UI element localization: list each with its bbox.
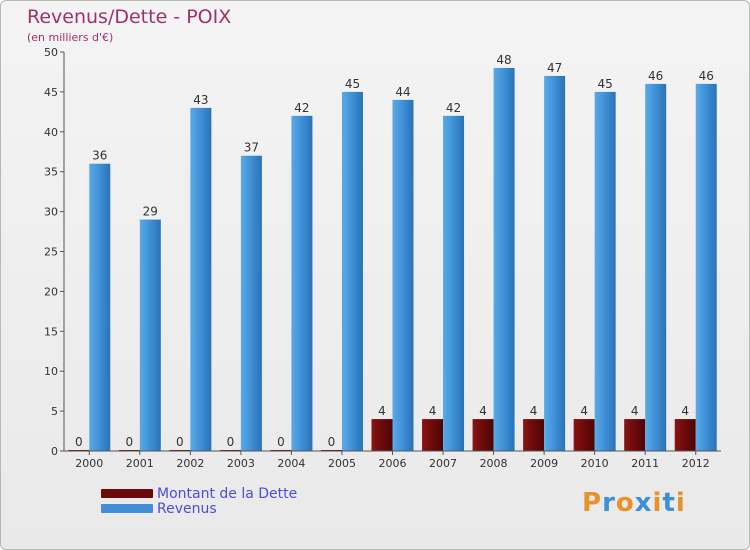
- logo-letter: t: [662, 488, 676, 518]
- proxiti-logo: Proxiti: [582, 488, 686, 518]
- bar-revenus: [139, 219, 161, 451]
- data-label-revenus: 45: [598, 77, 613, 91]
- data-label-revenus: 48: [496, 53, 511, 67]
- bar-revenus: [695, 83, 717, 452]
- y-tick-label: 25: [44, 246, 58, 259]
- x-tick-label: 2009: [530, 457, 558, 470]
- y-tick-label: 50: [44, 46, 58, 59]
- data-label-revenus: 43: [193, 93, 208, 107]
- data-label-revenus: 36: [92, 149, 107, 163]
- bar-revenus: [392, 99, 414, 451]
- bar-dette: [472, 419, 494, 451]
- data-label-revenus: 29: [143, 205, 158, 219]
- data-label-dette: 4: [429, 404, 437, 418]
- logo-letter: o: [615, 488, 635, 518]
- logo-letter: i: [675, 488, 686, 518]
- data-label-dette: 4: [580, 404, 588, 418]
- bar-dette: [573, 419, 595, 451]
- bar-revenus: [645, 83, 667, 452]
- y-tick-label: 0: [51, 445, 58, 458]
- bar-dette: [523, 419, 545, 451]
- legend-label-dette: Montant de la Dette: [157, 486, 298, 502]
- legend-swatch-dette: [101, 489, 153, 498]
- data-label-dette: 0: [176, 435, 184, 449]
- y-tick-label: 30: [44, 206, 58, 219]
- y-tick-label: 35: [44, 166, 58, 179]
- y-tick-label: 10: [44, 365, 58, 378]
- data-label-dette: 0: [277, 435, 285, 449]
- bar-revenus: [89, 163, 111, 451]
- bar-revenus: [443, 115, 465, 451]
- bar-dette: [371, 419, 393, 451]
- bar-revenus: [190, 107, 212, 452]
- x-tick-label: 2004: [277, 457, 305, 470]
- y-tick-label: 20: [44, 285, 58, 298]
- data-label-revenus: 46: [699, 69, 714, 83]
- bar-revenus: [594, 91, 616, 452]
- bar-revenus: [291, 115, 313, 451]
- data-label-revenus: 44: [395, 85, 410, 99]
- x-tick-label: 2003: [227, 457, 255, 470]
- data-label-revenus: 42: [446, 101, 461, 115]
- data-label-dette: 4: [681, 404, 689, 418]
- legend-label-revenus: Revenus: [157, 501, 217, 517]
- x-tick-label: 2000: [75, 457, 103, 470]
- bar-dette: [674, 419, 696, 451]
- y-tick-label: 45: [44, 86, 58, 99]
- x-tick-label: 2001: [126, 457, 154, 470]
- bar-revenus: [341, 91, 363, 452]
- chart-title: Revenus/Dette - POIX: [27, 6, 232, 28]
- data-label-dette: 0: [328, 435, 336, 449]
- x-tick-label: 2011: [631, 457, 659, 470]
- logo-letter: r: [602, 488, 616, 518]
- y-tick-label: 15: [44, 325, 58, 338]
- data-label-dette: 4: [479, 404, 487, 418]
- x-tick-label: 2005: [328, 457, 356, 470]
- data-label-dette: 0: [227, 435, 235, 449]
- data-label-revenus: 37: [244, 141, 259, 155]
- x-tick-label: 2006: [379, 457, 407, 470]
- data-label-dette: 4: [378, 404, 386, 418]
- logo-letter: x: [634, 488, 653, 518]
- y-tick-label: 5: [51, 405, 58, 418]
- data-label-dette: 4: [631, 404, 639, 418]
- logo-letter: P: [582, 488, 603, 518]
- data-label-revenus: 45: [345, 77, 360, 91]
- x-tick-label: 2008: [480, 457, 508, 470]
- bar-revenus: [493, 67, 515, 452]
- data-label-revenus: 42: [294, 101, 309, 115]
- x-tick-label: 2012: [682, 457, 710, 470]
- data-label-revenus: 47: [547, 61, 562, 75]
- logo-letter: i: [652, 488, 663, 518]
- bar-dette: [422, 419, 444, 451]
- bar-revenus: [544, 75, 566, 451]
- x-tick-label: 2010: [581, 457, 609, 470]
- bar-revenus: [240, 155, 262, 452]
- legend-swatch-revenus: [101, 504, 153, 513]
- x-tick-label: 2007: [429, 457, 457, 470]
- y-tick-label: 40: [44, 126, 58, 139]
- data-label-dette: 4: [530, 404, 538, 418]
- data-label-dette: 0: [125, 435, 133, 449]
- data-label-revenus: 46: [648, 69, 663, 83]
- data-label-dette: 0: [75, 435, 83, 449]
- bar-dette: [624, 419, 646, 451]
- x-tick-label: 2002: [176, 457, 204, 470]
- chart-subtitle: (en milliers d'€): [27, 31, 114, 44]
